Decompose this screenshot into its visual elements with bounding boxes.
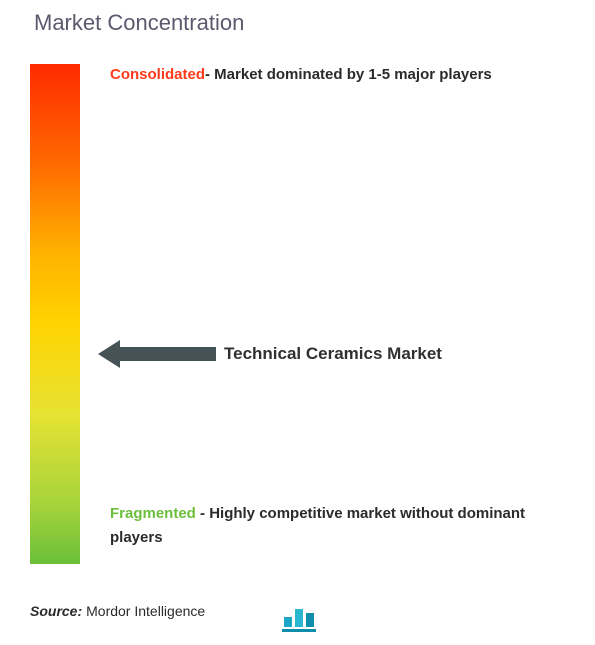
source-label: Source: bbox=[30, 603, 82, 619]
market-marker: Technical Ceramics Market bbox=[98, 339, 442, 369]
gradient-bar bbox=[30, 64, 80, 564]
marker-label: Technical Ceramics Market bbox=[224, 344, 442, 364]
source-name: Mordor Intelligence bbox=[86, 603, 205, 619]
mordor-logo-icon bbox=[280, 601, 320, 635]
arrow-left-icon bbox=[98, 339, 216, 369]
consolidated-tag: Consolidated bbox=[110, 66, 205, 83]
consolidated-label: Consolidated- Market dominated by 1-5 ma… bbox=[110, 66, 492, 83]
source-line: Source: Mordor Intelligence bbox=[30, 603, 205, 619]
fragmented-label: Fragmented - Highly competitive market w… bbox=[110, 502, 580, 550]
concentration-chart: Consolidated- Market dominated by 1-5 ma… bbox=[30, 64, 595, 564]
fragmented-tag: Fragmented bbox=[110, 505, 196, 522]
chart-title: Market Concentration bbox=[0, 0, 595, 36]
consolidated-desc: - Market dominated by 1-5 major players bbox=[205, 66, 492, 83]
